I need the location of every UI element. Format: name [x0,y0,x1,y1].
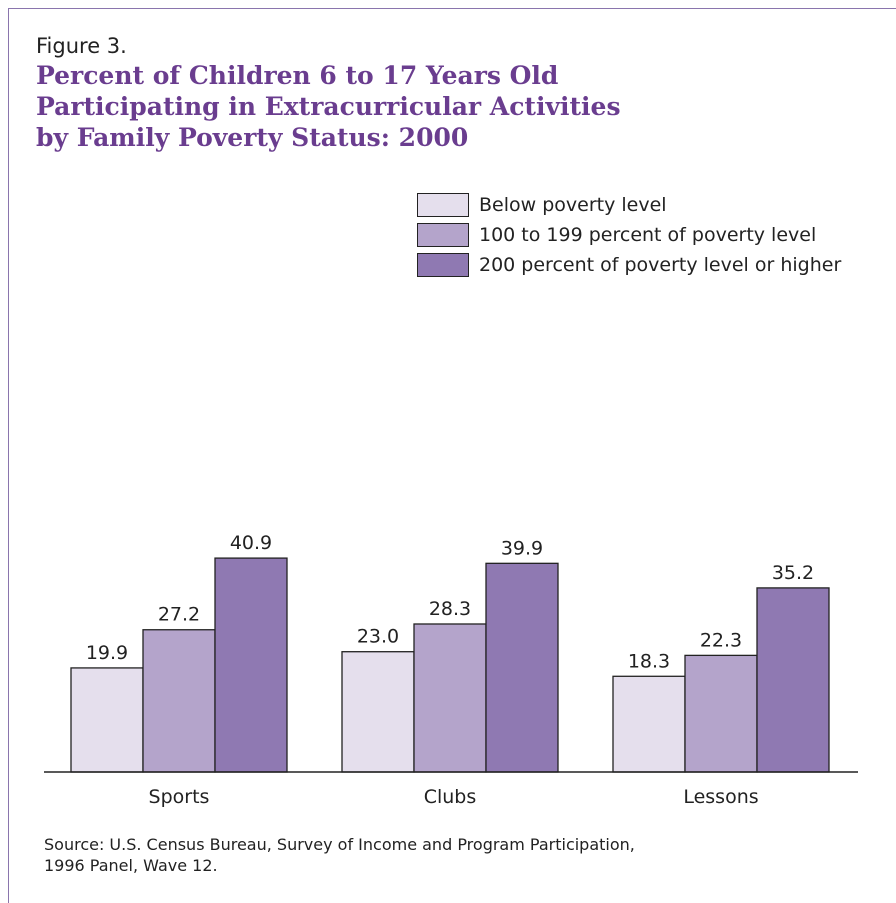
data-label: 18.3 [628,650,670,672]
frame-left-border [8,8,9,903]
x-tick-label: Sports [149,786,210,808]
bar [142,629,216,773]
legend-swatch [417,193,469,217]
source-line: Source: U.S. Census Bureau, Survey of In… [44,835,635,854]
bar [756,587,830,773]
legend-swatch [417,253,469,277]
bar [214,557,288,773]
bar [612,675,686,773]
legend-swatch [417,223,469,247]
legend-label: 100 to 199 percent of poverty level [479,224,817,246]
legend-item-100-199-percent: 100 to 199 percent of poverty level [417,220,841,250]
data-label: 23.0 [357,626,399,648]
data-label: 39.9 [501,537,543,559]
bar [70,667,144,773]
bar [485,562,559,773]
data-label: 27.2 [158,604,200,626]
legend-item-below-poverty: Below poverty level [417,190,841,220]
frame-top-border [8,8,896,9]
data-label: 35.2 [772,562,814,584]
data-label: 22.3 [700,629,742,651]
data-label: 28.3 [429,598,471,620]
chart-title: Percent of Children 6 to 17 Years Old Pa… [36,60,856,153]
source-line: 1996 Panel, Wave 12. [44,856,218,875]
data-label: 19.9 [86,642,128,664]
data-label: 40.9 [230,532,272,554]
source-note: Source: U.S. Census Bureau, Survey of In… [44,834,804,876]
chart-title-line: Participating in Extracurricular Activit… [36,92,621,121]
bar [341,651,415,773]
figure-label: Figure 3. [36,34,127,58]
x-tick-label: Clubs [424,786,477,808]
x-tick-label: Lessons [683,786,758,808]
bar [413,623,487,773]
chart-title-line: Percent of Children 6 to 17 Years Old [36,61,559,90]
legend-label: Below poverty level [479,194,667,216]
bar [684,654,758,773]
chart-title-line: by Family Poverty Status: 2000 [36,123,469,152]
legend-label: 200 percent of poverty level or higher [479,254,842,276]
legend-item-200-percent-or-higher: 200 percent of poverty level or higher [417,250,841,280]
legend: Below poverty level 100 to 199 percent o… [417,190,841,280]
